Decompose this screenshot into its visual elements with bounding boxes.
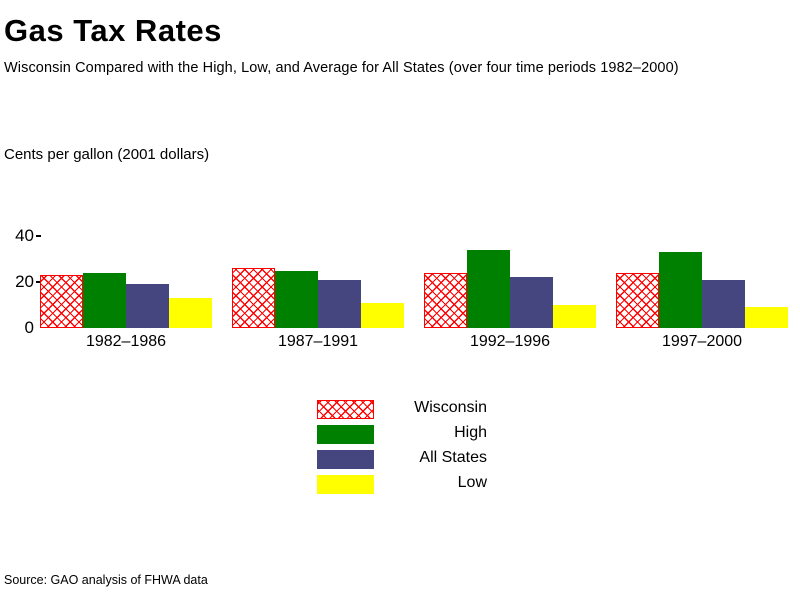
legend-label: High [454,424,487,441]
y-tick-mark [36,235,41,237]
legend-swatch-icon [317,475,374,494]
bar-all-states[interactable] [318,279,361,328]
legend-item[interactable]: High [317,423,487,448]
x-tick-label: 1987–1991 [277,333,359,350]
y-tick-label: 40 [15,226,34,245]
bar-wisconsin[interactable] [616,272,659,328]
y-tick-label: 20 [15,272,34,291]
bar-wisconsin[interactable] [424,272,467,328]
bar-low[interactable] [361,302,404,328]
y-tick-label: 0 [24,318,34,337]
chart-title: Gas Tax Rates [4,13,222,48]
bar-all-states[interactable] [510,277,553,328]
bar-wisconsin[interactable] [40,275,83,328]
bar-low[interactable] [169,298,212,328]
legend-label: Wisconsin [414,399,487,416]
x-tick-label: 1992–1996 [469,333,551,350]
y-tick-mark [36,281,41,283]
bar-group [616,180,788,328]
x-tick-label: 1997–2000 [661,333,743,350]
bar-high[interactable] [83,272,126,328]
bar-high[interactable] [659,252,702,328]
legend-swatch-icon [317,400,374,419]
legend-swatch-icon [317,425,374,444]
bar-high[interactable] [275,270,318,328]
bar-high[interactable] [467,249,510,328]
legend-item[interactable]: Low [317,473,487,498]
bar-wisconsin[interactable] [232,268,275,328]
chart-subtitle: Wisconsin Compared with the High, Low, a… [4,60,679,76]
bar-all-states[interactable] [126,284,169,328]
bar-low[interactable] [553,305,596,328]
legend-item[interactable]: All States [317,448,487,473]
bar-low[interactable] [745,307,788,328]
legend-swatch-icon [317,450,374,469]
bar-group [40,180,212,328]
y-axis-label: Cents per gallon (2001 dollars) [4,146,210,163]
legend-label: All States [419,449,487,466]
chart-legend: Wisconsin High All States Low [317,398,487,498]
source-note: Source: GAO analysis of FHWA data [4,573,208,587]
bar-group [232,180,404,328]
bar-all-states[interactable] [702,279,745,328]
x-tick-label: 1982–1986 [85,333,167,350]
legend-label: Low [457,474,487,491]
legend-item[interactable]: Wisconsin [317,398,487,423]
bar-group [424,180,596,328]
